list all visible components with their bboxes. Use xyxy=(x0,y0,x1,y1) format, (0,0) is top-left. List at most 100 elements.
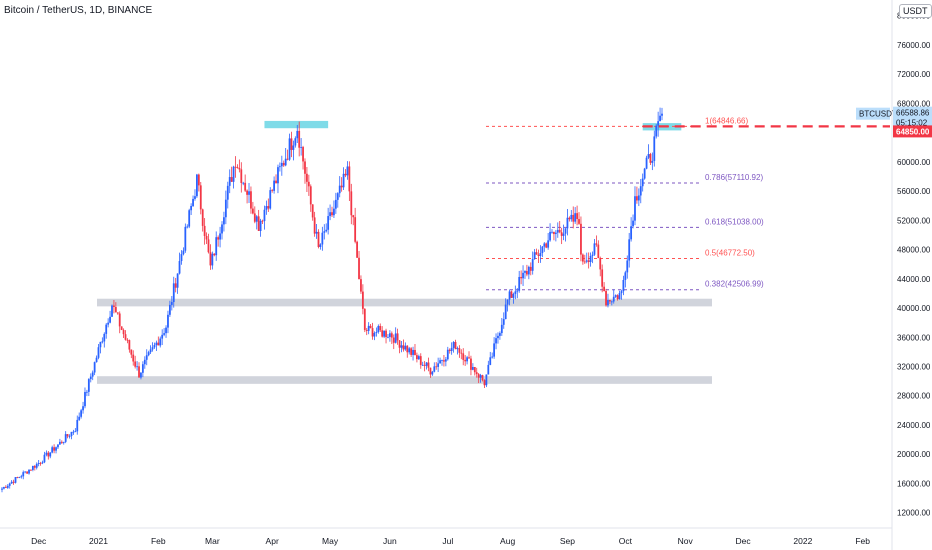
candle-body xyxy=(651,160,654,163)
candle-body xyxy=(450,347,453,351)
candle-body xyxy=(221,224,223,234)
candle-body xyxy=(531,259,534,271)
candle-body xyxy=(431,371,434,375)
candle-body xyxy=(3,486,5,489)
candle-body xyxy=(199,185,202,210)
candle-body xyxy=(578,219,580,224)
candle-body xyxy=(458,348,461,353)
candle-body xyxy=(390,333,393,338)
symbol-title: Bitcoin / TetherUS, 1D, BINANCE xyxy=(4,5,153,16)
candle-body xyxy=(605,291,607,306)
candle-body xyxy=(161,334,164,339)
time-tick-label: May xyxy=(322,536,339,546)
candle-body xyxy=(265,206,268,210)
candle-body xyxy=(155,342,158,346)
price-tick-label: 76000.00 xyxy=(897,41,931,50)
price-tick-label: 24000.00 xyxy=(897,421,931,430)
candle-body xyxy=(280,162,283,167)
candle-body xyxy=(255,216,258,222)
candle-body xyxy=(126,339,129,341)
candle-body xyxy=(242,182,245,184)
candle-body xyxy=(574,213,577,222)
candle-body xyxy=(257,216,260,231)
candle-body xyxy=(327,216,330,230)
candle-body xyxy=(508,291,511,300)
candle-body xyxy=(416,355,418,360)
candle-body xyxy=(1,488,3,490)
candle-body xyxy=(444,359,447,362)
candle-body xyxy=(481,375,484,381)
time-axis[interactable]: Dec 2021 Feb Mar Apr May Jun Jul Aug Sep Oct Nov Dec… xyxy=(0,527,892,546)
candle-body xyxy=(57,444,59,448)
candle-body xyxy=(558,229,561,233)
time-tick-label: Jul xyxy=(442,536,453,546)
candle-body xyxy=(113,305,115,307)
candle-body xyxy=(524,271,526,273)
candle-body xyxy=(24,471,27,473)
candle-body xyxy=(398,340,401,348)
candle-body xyxy=(460,352,463,354)
candle-body xyxy=(636,196,638,201)
candle-body xyxy=(33,465,36,468)
candle-body xyxy=(647,154,650,158)
fib-level-label: 0.786(57110.92) xyxy=(705,173,763,182)
candle-body xyxy=(333,208,335,216)
candle-body xyxy=(581,254,584,262)
price-tick-label: 44000.00 xyxy=(897,275,931,284)
candle-body xyxy=(192,198,194,206)
candle-body xyxy=(136,366,138,368)
candle-body xyxy=(334,199,337,209)
candle-body xyxy=(311,204,314,218)
candle-body xyxy=(250,191,252,209)
time-tick-label: Oct xyxy=(619,536,633,546)
candle-body xyxy=(527,266,530,275)
candle-body xyxy=(223,217,225,225)
candle-countdown: 05:15:02 xyxy=(896,119,928,128)
candle-body xyxy=(140,372,142,378)
fib-level-label: 0.5(46772.50) xyxy=(705,249,755,258)
price-axis[interactable]: 80000.0076000.0072000.0068000.0064000.00… xyxy=(891,0,931,550)
time-tick-label: Aug xyxy=(500,536,515,546)
candle-body xyxy=(213,253,216,256)
candle-body xyxy=(522,272,524,279)
candle-body xyxy=(379,325,382,331)
candle-body xyxy=(209,252,212,266)
candle-body xyxy=(203,225,206,236)
candle-body xyxy=(388,333,391,337)
candle-body xyxy=(128,340,131,350)
level-price-tag-bg xyxy=(893,125,932,138)
time-tick-label: Dec xyxy=(31,536,47,546)
candle-body xyxy=(49,452,52,457)
candle-body xyxy=(284,158,287,166)
fib-level-label: 0.382(42506.99) xyxy=(705,280,764,289)
candle-body xyxy=(91,372,94,377)
currency-badge[interactable]: USDT xyxy=(899,4,932,18)
candle-body xyxy=(603,286,606,292)
price-tick-label: 28000.00 xyxy=(897,392,931,401)
candle-body xyxy=(462,353,465,360)
candle-body xyxy=(568,217,571,220)
candle-body xyxy=(385,330,387,338)
candle-body xyxy=(323,231,326,233)
candle-body xyxy=(421,364,424,366)
candle-body xyxy=(319,244,322,247)
candle-body xyxy=(439,360,441,364)
candle-body xyxy=(360,279,362,292)
candle-body xyxy=(28,469,30,474)
candle-body xyxy=(643,168,646,179)
candle-body xyxy=(454,341,457,350)
candle-body xyxy=(45,452,48,455)
candle-body xyxy=(84,392,86,407)
candle-body xyxy=(489,357,492,365)
candle-body xyxy=(371,328,374,337)
candle-body xyxy=(39,463,42,464)
candle-body xyxy=(502,319,505,325)
candle-body xyxy=(298,130,301,148)
candle-body xyxy=(167,314,169,328)
candle-body xyxy=(452,341,455,348)
candle-body xyxy=(165,327,167,334)
candle-body xyxy=(60,441,63,443)
